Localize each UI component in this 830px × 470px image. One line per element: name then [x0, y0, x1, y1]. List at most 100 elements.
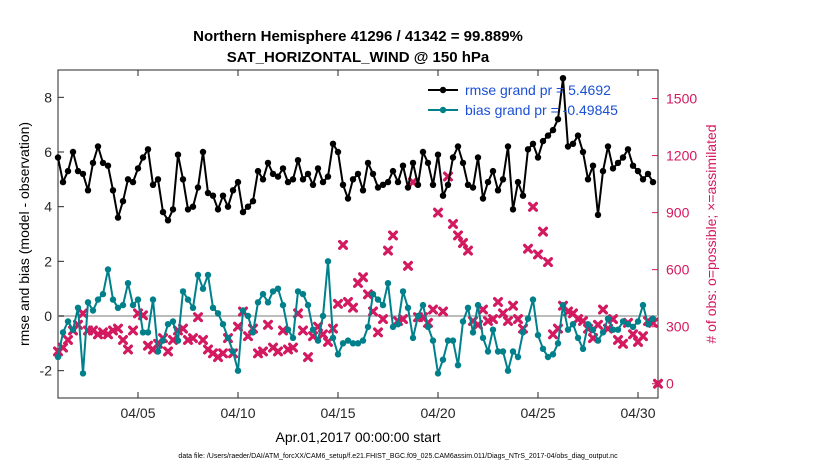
rmse-point [439, 192, 447, 199]
count-point [528, 201, 538, 212]
count-point [323, 336, 333, 347]
count-point [378, 314, 388, 325]
rmse-point [474, 154, 482, 161]
bias-point [434, 370, 442, 377]
count-point [608, 314, 618, 325]
rmse-point [74, 167, 82, 175]
y-tick-label: 4 [44, 199, 52, 215]
count-point [373, 327, 383, 338]
bias-point [574, 334, 582, 342]
rmse-point [59, 178, 67, 186]
count-point [113, 323, 123, 334]
rmse-point [349, 176, 357, 183]
legend-rmse-marker [439, 86, 447, 94]
rmse-point [504, 143, 512, 150]
rmse-point [329, 140, 337, 147]
count-point [218, 348, 228, 359]
rmse-point [399, 162, 407, 169]
count-point [438, 306, 448, 317]
rmse-point [404, 184, 412, 191]
bias-series [54, 258, 657, 377]
y-tick-label: 0 [44, 308, 52, 324]
rmse-point [624, 146, 632, 153]
count-point [628, 329, 638, 340]
bias-point [379, 301, 387, 309]
count-point [198, 335, 208, 346]
bias-point [389, 323, 397, 331]
bias-point [319, 312, 327, 320]
bias-point [289, 334, 297, 342]
rmse-point [139, 154, 147, 161]
bias-point [304, 301, 312, 309]
bias-point [399, 288, 407, 295]
rmse-point [164, 217, 172, 224]
bias-point [64, 318, 72, 325]
count-point [488, 314, 498, 325]
rmse-point [319, 178, 327, 186]
bias-point [114, 304, 122, 311]
bias-point [94, 296, 102, 303]
count-point [508, 300, 518, 311]
bias-point [464, 304, 472, 311]
count-point [398, 314, 408, 325]
rmse-point [364, 159, 372, 167]
rmse-point [594, 211, 602, 219]
rmse-point [304, 170, 312, 178]
rmse-point [644, 170, 652, 178]
bias-point [324, 258, 332, 265]
bias-point [529, 296, 537, 303]
bias-point [159, 337, 167, 344]
bias-point [124, 280, 132, 287]
bias-point [489, 326, 497, 333]
count-point [503, 315, 513, 326]
bias-point [214, 310, 222, 317]
rmse-point [189, 203, 197, 210]
rmse-point [339, 181, 347, 188]
bias-point [84, 299, 92, 306]
rmse-point [224, 203, 232, 210]
bias-point [564, 326, 572, 333]
bias-point [329, 334, 337, 342]
bias-point [394, 321, 402, 328]
count-point [128, 325, 138, 336]
rmse-point [514, 178, 522, 186]
bias-point [339, 340, 347, 347]
bias-point [189, 304, 197, 311]
bias-point [269, 288, 277, 295]
bias-point [174, 337, 182, 344]
data-file-footer: data file: /Users/raeder/DAI/ATM_forcXX/… [178, 453, 618, 460]
rmse-point [629, 162, 637, 169]
y-right-tick-label: 1500 [666, 91, 697, 107]
rmse-point [194, 184, 202, 191]
rmse-point [149, 181, 157, 188]
y-tick-label: 8 [44, 89, 52, 105]
rmse-point [309, 181, 317, 188]
rmse-point [529, 140, 537, 147]
bias-point [374, 296, 382, 303]
rmse-point [184, 206, 192, 213]
x-tick-label: 04/30 [620, 405, 655, 421]
legend: rmse grand pr = 5.4692 bias grand pr = -… [428, 82, 618, 118]
y-right-tick-label: 0 [666, 376, 674, 392]
bias-point [619, 318, 627, 325]
rmse-point [219, 192, 227, 199]
bias-point [354, 340, 362, 347]
rmse-point [254, 167, 262, 175]
bias-point [614, 326, 622, 333]
count-point [338, 239, 348, 250]
rmse-point [94, 143, 102, 150]
rmse-point [649, 178, 657, 186]
rmse-point [289, 176, 297, 183]
rmse-point [359, 187, 367, 194]
bias-point [194, 271, 202, 279]
rmse-point [569, 140, 577, 147]
count-point [188, 333, 198, 344]
bias-point [594, 337, 602, 344]
rmse-point [69, 148, 77, 156]
rmse-point [419, 148, 427, 156]
rmse-point [459, 159, 467, 167]
y-tick-label: 6 [44, 144, 52, 160]
rmse-point [109, 187, 117, 194]
bias-point [129, 301, 137, 309]
rmse-point [444, 181, 452, 188]
